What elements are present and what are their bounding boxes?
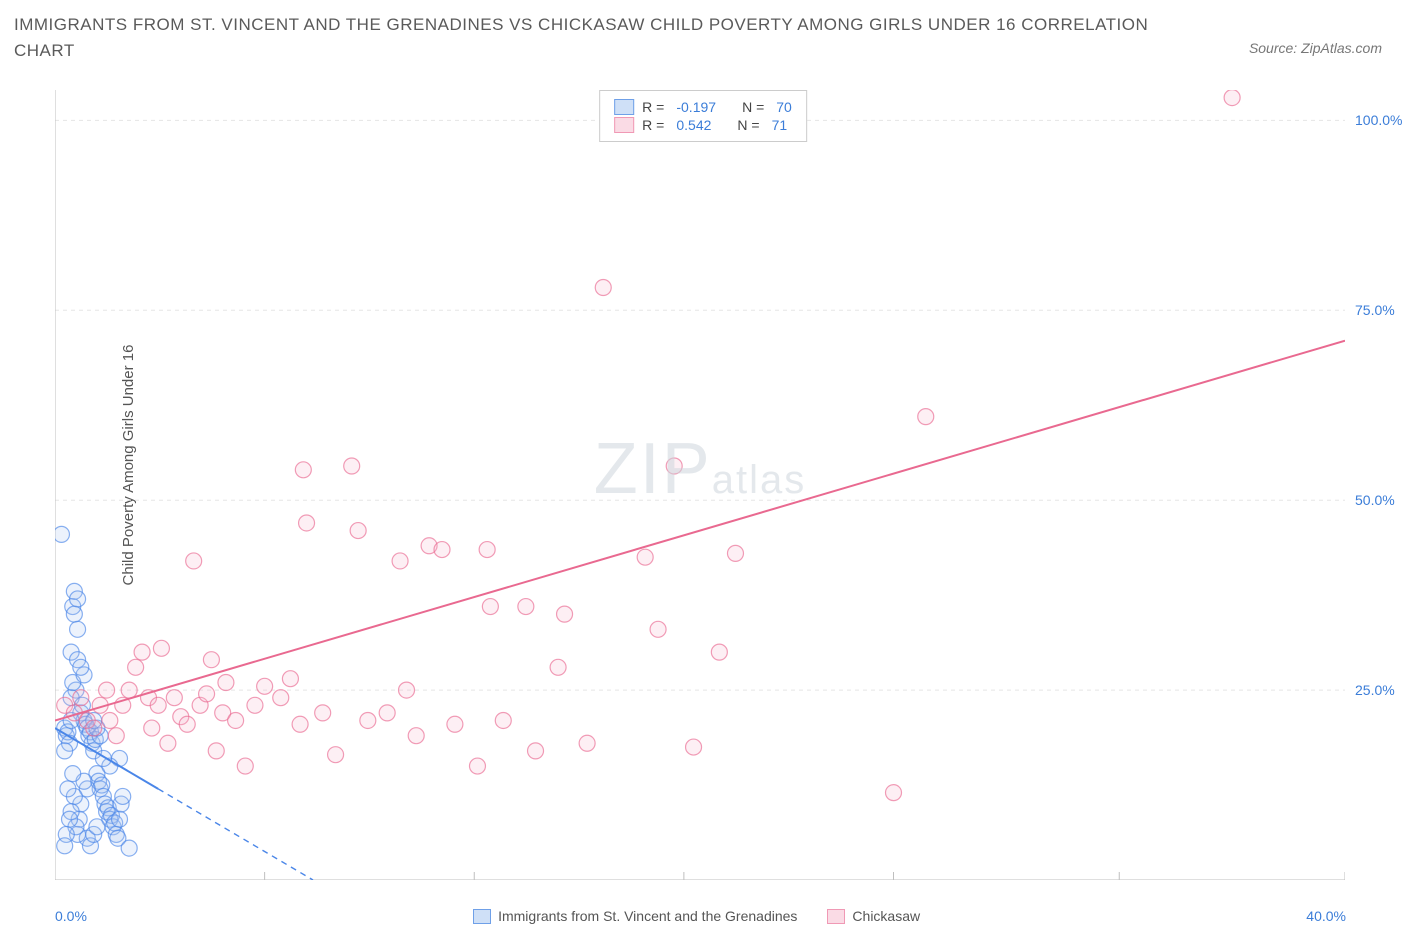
legend-item-series2: Chickasaw xyxy=(827,908,920,924)
legend-label-series1: Immigrants from St. Vincent and the Gren… xyxy=(498,908,797,924)
legend-swatch-series1 xyxy=(473,909,491,924)
legend-item-series1: Immigrants from St. Vincent and the Gren… xyxy=(473,908,797,924)
x-axis-min-label: 0.0% xyxy=(55,908,87,924)
stats-n-label: N = xyxy=(737,117,759,133)
stats-n-value-2: 71 xyxy=(772,117,788,133)
stats-row-series2: R = 0.542 N = 71 xyxy=(614,117,792,133)
series-legend: Immigrants from St. Vincent and the Gren… xyxy=(473,908,920,924)
chart-title: IMMIGRANTS FROM ST. VINCENT AND THE GREN… xyxy=(14,12,1206,63)
swatch-series2 xyxy=(614,117,634,133)
stats-n-label: N = xyxy=(742,99,764,115)
y-tick-label: 75.0% xyxy=(1355,302,1395,318)
scatter-plot-svg xyxy=(55,90,1345,880)
chart-plot-area: ZIPatlas xyxy=(55,90,1345,880)
stats-r-label: R = xyxy=(642,99,664,115)
source-attribution: Source: ZipAtlas.com xyxy=(1249,40,1382,56)
x-axis-max-label: 40.0% xyxy=(1306,908,1346,924)
y-tick-label: 100.0% xyxy=(1355,112,1402,128)
bottom-legend: 0.0% Immigrants from St. Vincent and the… xyxy=(55,908,1346,924)
y-tick-label: 25.0% xyxy=(1355,682,1395,698)
y-tick-label: 50.0% xyxy=(1355,492,1395,508)
stats-legend-box: R = -0.197 N = 70 R = 0.542 N = 71 xyxy=(599,90,807,142)
legend-swatch-series2 xyxy=(827,909,845,924)
stats-r-value-1: -0.197 xyxy=(676,99,716,115)
swatch-series1 xyxy=(614,99,634,115)
stats-n-value-1: 70 xyxy=(776,99,792,115)
stats-row-series1: R = -0.197 N = 70 xyxy=(614,99,792,115)
stats-r-label: R = xyxy=(642,117,664,133)
stats-r-value-2: 0.542 xyxy=(676,117,711,133)
legend-label-series2: Chickasaw xyxy=(852,908,920,924)
